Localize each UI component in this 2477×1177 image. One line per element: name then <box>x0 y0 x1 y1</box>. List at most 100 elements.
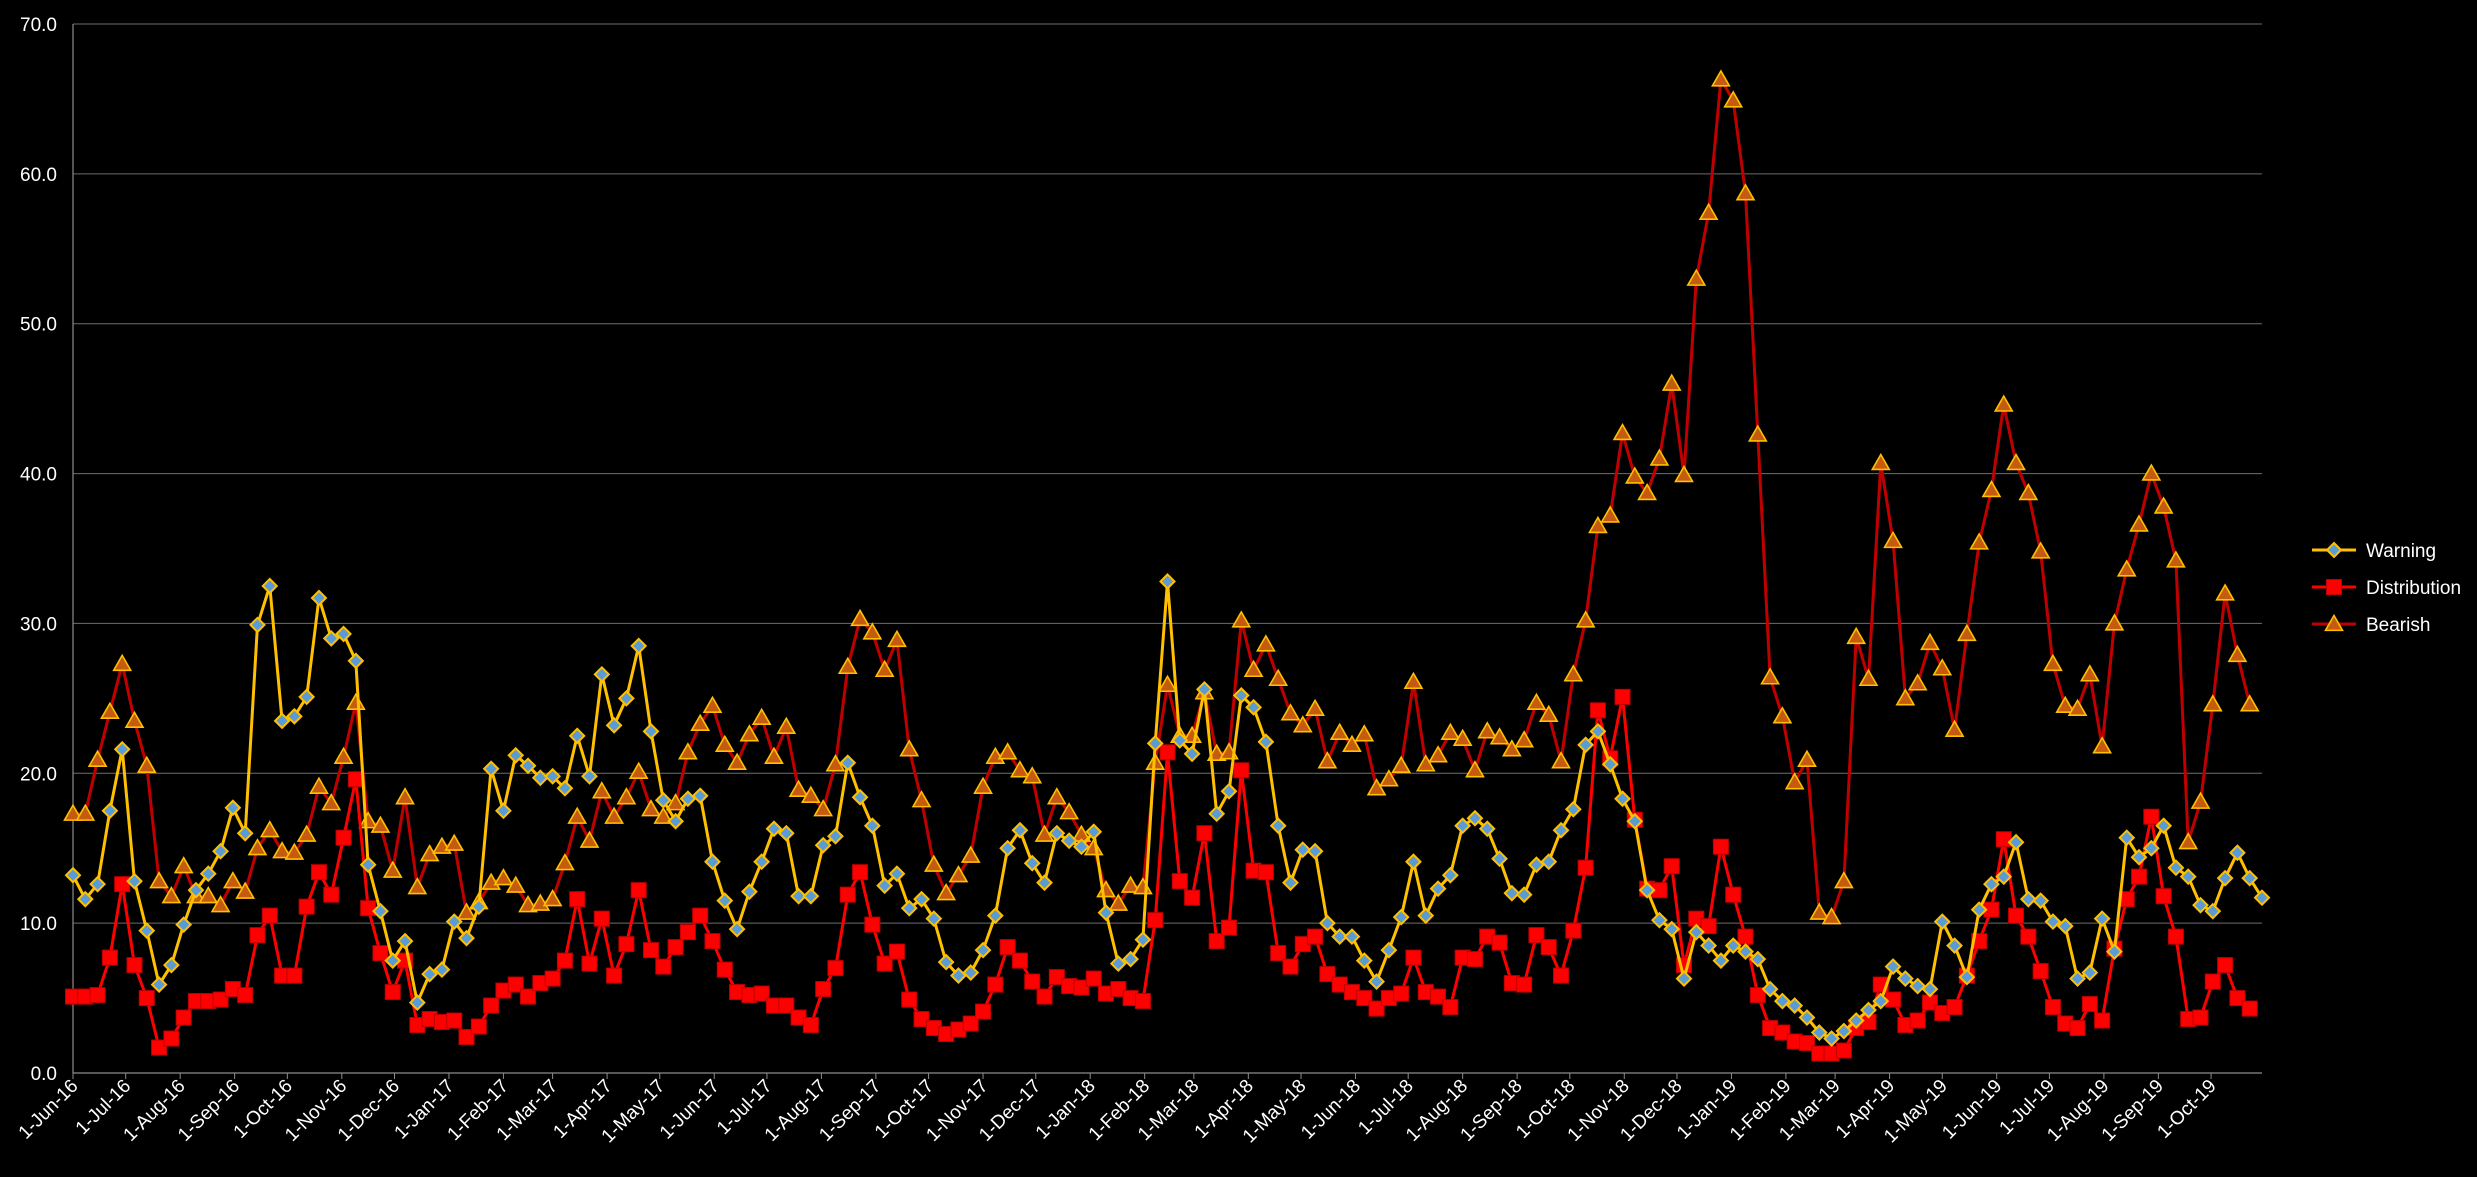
warning-point <box>630 637 648 655</box>
legend-marker-distribution <box>2326 579 2342 595</box>
y-tick-label: 30.0 <box>20 614 57 635</box>
legend-marker-bearish <box>2324 613 2344 632</box>
warning-point <box>1638 881 1656 899</box>
distribution-point <box>692 907 709 924</box>
warning-point <box>581 767 598 785</box>
warning-point <box>1220 782 1238 800</box>
bearish-point <box>63 803 83 821</box>
bearish-point <box>1501 739 1522 757</box>
warning-point <box>1171 731 1189 749</box>
warning-point <box>298 688 316 706</box>
bearish-point <box>837 656 858 675</box>
bearish-point <box>936 883 957 901</box>
warning-point <box>1085 823 1103 841</box>
bearish-point <box>2104 613 2125 631</box>
gridlines <box>73 23 2262 924</box>
bearish-point <box>1514 730 1535 748</box>
bearish-point <box>702 695 723 714</box>
distribution-point <box>999 939 1016 956</box>
bearish-point <box>1378 769 1399 787</box>
distribution-point <box>655 958 672 975</box>
bearish-point <box>1305 698 1325 717</box>
warning-point <box>986 907 1004 925</box>
distribution-point <box>704 933 721 950</box>
warning-point <box>470 898 488 916</box>
bearish-point <box>1231 610 1252 628</box>
warning-point <box>1331 928 1349 946</box>
warning-point <box>1773 992 1791 1010</box>
bearish-point <box>1120 875 1141 893</box>
distribution-point <box>347 771 364 788</box>
bearish-point <box>800 785 821 803</box>
distribution-point <box>1663 858 1680 875</box>
warning-point <box>1183 745 1201 763</box>
warning-point <box>704 853 721 871</box>
bearish-point <box>1477 721 1498 739</box>
distribution-point <box>2044 999 2061 1016</box>
warning-point <box>1737 943 1754 961</box>
warning-point <box>2228 844 2246 862</box>
distribution-point <box>310 864 327 881</box>
bearish-point <box>1784 772 1805 790</box>
bearish-point <box>739 724 760 742</box>
warning-point <box>1097 904 1115 922</box>
warning-point <box>851 788 869 806</box>
bearish-point <box>1833 871 1854 889</box>
warning-point <box>384 952 402 970</box>
bearish-point <box>1046 787 1067 805</box>
distribution-point <box>1540 939 1557 956</box>
distribution-point <box>1036 988 1053 1005</box>
bearish-point <box>1870 452 1891 471</box>
distribution-point <box>1171 873 1188 890</box>
bearish-point <box>2067 698 2088 717</box>
distribution-point <box>2143 808 2160 825</box>
warning-point <box>1860 1001 1877 1019</box>
bearish-point <box>1034 824 1055 842</box>
bearish-point <box>1243 659 1264 678</box>
bearish-point <box>1551 751 1571 769</box>
distribution-point <box>864 916 881 933</box>
distribution-point <box>261 907 278 924</box>
bearish-point <box>1600 505 1621 523</box>
bearish-point <box>1821 907 1842 925</box>
warning-point <box>335 625 352 643</box>
legend-marker-warning <box>2325 541 2343 559</box>
bearish-point <box>222 871 243 889</box>
distribution-point <box>827 960 844 977</box>
bearish-point <box>862 622 883 640</box>
warning-point <box>1589 722 1607 740</box>
distribution-point <box>1134 993 1151 1010</box>
bearish-point <box>1895 688 1916 706</box>
warning-point <box>89 875 107 893</box>
bearish-point <box>444 833 465 851</box>
warning-point <box>691 787 709 805</box>
bearish-point <box>345 692 366 711</box>
warning-point <box>1503 884 1521 902</box>
bearish-point <box>1649 448 1670 466</box>
bearish-point <box>2141 463 2162 481</box>
warning-point <box>1650 911 1668 929</box>
bearish-point <box>2079 664 2100 682</box>
bearish-point <box>1956 623 1977 642</box>
warning-point <box>2032 892 2050 910</box>
bearish-point <box>2043 653 2063 672</box>
warning-point <box>593 665 611 683</box>
warning-point <box>347 652 365 670</box>
warning-point <box>249 616 266 634</box>
distribution-point <box>1233 762 1250 779</box>
distribution-point <box>1282 958 1299 975</box>
warning-point <box>2093 910 2111 928</box>
bearish-point <box>555 853 575 871</box>
distribution-point <box>1147 912 1164 929</box>
bearish-point <box>2153 496 2174 514</box>
distribution-point <box>667 939 684 956</box>
warning-point <box>790 887 807 905</box>
distribution-point <box>2167 928 2184 945</box>
y-tick-label: 70.0 <box>20 15 57 36</box>
distribution-point <box>2032 963 2049 980</box>
warning-point <box>199 865 217 883</box>
distribution-point <box>483 997 500 1014</box>
series-warning <box>64 573 2271 1047</box>
warning-point <box>2167 859 2185 877</box>
